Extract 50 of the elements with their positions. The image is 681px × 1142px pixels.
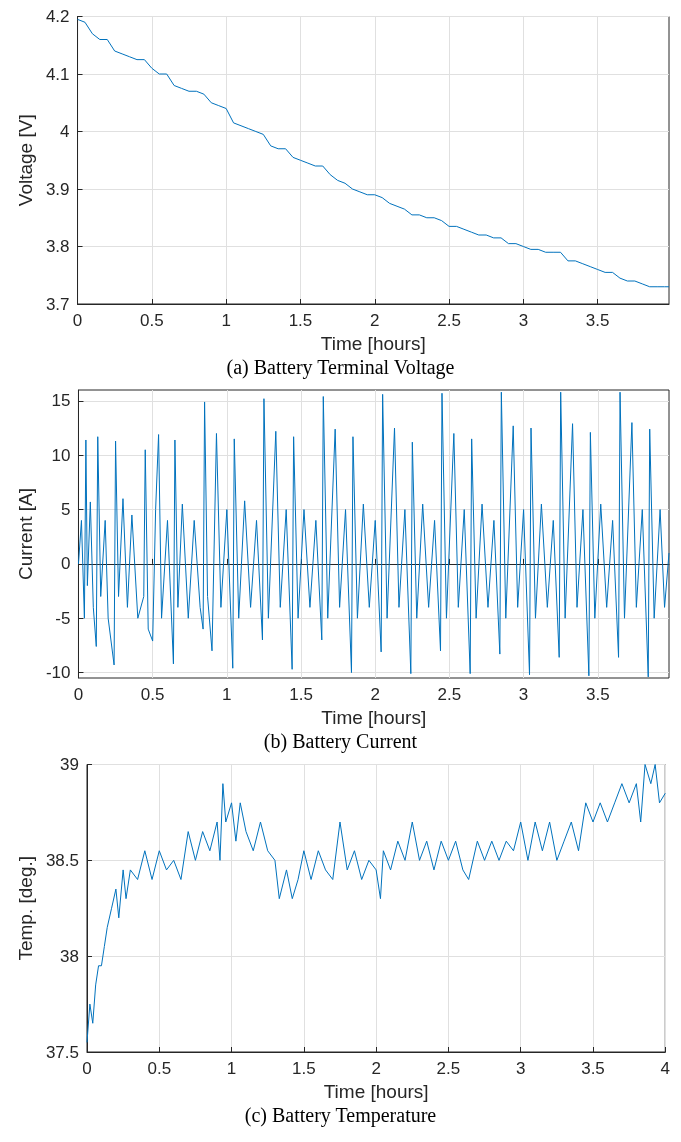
x-tick-label: 0	[82, 1059, 92, 1078]
y-axis-title: Voltage [V]	[15, 114, 36, 207]
text: (a) Battery Terminal Voltage	[226, 356, 455, 379]
x-tick-label: 1.5	[292, 1059, 316, 1078]
y-tick-label: 5	[61, 500, 71, 520]
x-tick-label: 1	[221, 311, 231, 330]
line-series	[77, 18, 670, 288]
y-tick-label: 37.5	[45, 1042, 79, 1062]
x-tick-label: 2.5	[437, 311, 461, 330]
text: (c) Battery Temperature	[244, 1104, 437, 1127]
x-tick-label: 3	[518, 685, 529, 704]
x-tick-label: 1	[226, 1059, 237, 1078]
y-axis-title: Current [A]	[15, 488, 36, 580]
y-tick-label: 38.5	[45, 850, 79, 870]
x-tick-label: 0.5	[140, 311, 164, 330]
y-tick-label: 0	[61, 554, 71, 574]
x-tick-label: 2.5	[436, 1059, 461, 1078]
x-tick-label: 3.5	[585, 311, 610, 330]
x-tick-label: 1	[222, 685, 232, 704]
x-axis-title: Time [hours]	[323, 1080, 429, 1102]
x-tick-label: 0.5	[140, 685, 165, 704]
y-tick-label: 4.2	[45, 7, 70, 26]
x-tick-label: 2.5	[437, 685, 462, 704]
x-tick-label: 1.5	[289, 685, 313, 704]
y-tick-label: 3.7	[45, 294, 70, 314]
y-tick-label: -10	[45, 663, 71, 683]
text: (b) Battery Current	[263, 730, 418, 753]
y-tick-label: 39	[60, 755, 79, 774]
y-tick-label: 3.8	[45, 237, 70, 256]
y-tick-label: 3.9	[45, 179, 70, 199]
y-tick-label: 38	[60, 946, 79, 966]
x-tick-label: 4	[660, 1059, 671, 1078]
x-axis-title: Time [hours]	[320, 332, 426, 354]
y-axis-title: Temp. [deg.]	[15, 855, 36, 961]
x-tick-label: 1.5	[288, 311, 313, 330]
x-tick-label: 2	[371, 1059, 381, 1078]
y-tick-label: 4.1	[45, 64, 70, 84]
y-tick-label: -5	[55, 608, 71, 628]
x-tick-label: 0.5	[147, 1059, 172, 1078]
x-tick-label: 3	[515, 1059, 526, 1078]
x-axis-title: Time [hours]	[321, 706, 427, 728]
y-tick-label: 10	[51, 445, 71, 465]
x-tick-label: 3.5	[581, 1059, 605, 1078]
y-tick-label: 4	[60, 122, 70, 141]
x-tick-label: 2	[370, 311, 380, 330]
x-tick-label: 2	[370, 685, 380, 704]
x-tick-label: 3	[518, 311, 529, 330]
y-tick-label: 15	[51, 391, 71, 411]
line-series	[77, 391, 670, 678]
x-tick-label: 3.5	[585, 685, 610, 704]
